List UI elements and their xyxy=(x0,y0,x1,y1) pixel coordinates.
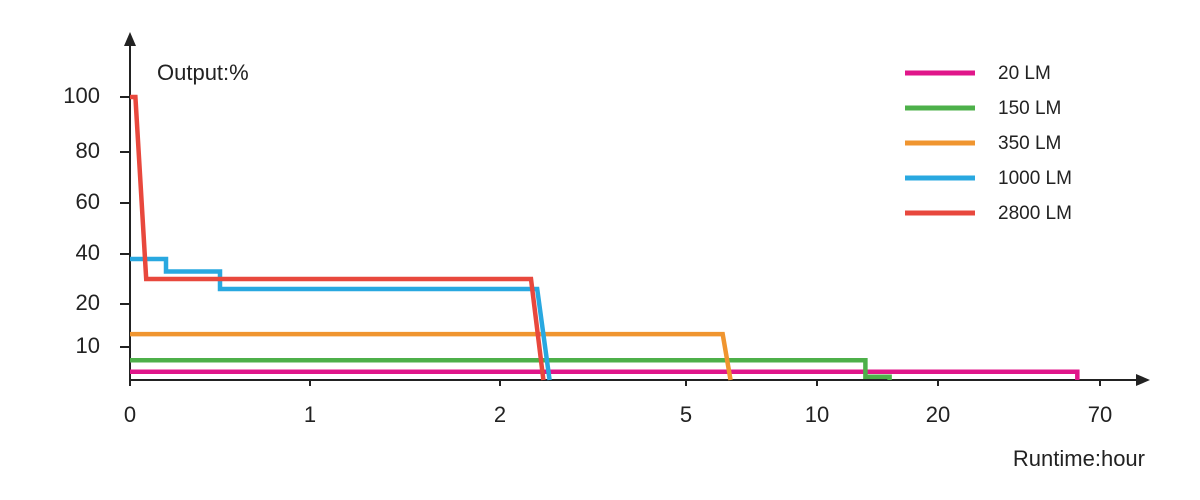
legend-label: 350 LM xyxy=(998,133,1061,154)
x-tick-label: 20 xyxy=(926,402,950,427)
x-tick-label: 10 xyxy=(805,402,829,427)
legend-label: 20 LM xyxy=(998,63,1051,84)
series-line xyxy=(130,369,1080,380)
series-line xyxy=(130,256,552,381)
x-tick-label: 2 xyxy=(494,402,506,427)
y-tick-label: 20 xyxy=(76,290,100,315)
x-axis-label: Runtime:hour xyxy=(1013,446,1145,471)
x-tick-label: 1 xyxy=(304,402,316,427)
x-tick-label: 70 xyxy=(1088,402,1112,427)
legend-label: 2800 LM xyxy=(998,203,1072,224)
y-tick-label: 60 xyxy=(76,189,100,214)
y-tick-label: 40 xyxy=(76,240,100,265)
y-axis-label: Output:% xyxy=(157,60,249,85)
y-tick-label: 10 xyxy=(76,333,100,358)
series-line xyxy=(130,94,546,381)
legend-label: 150 LM xyxy=(998,98,1061,119)
y-tick-label: 80 xyxy=(76,138,100,163)
legend-label: 1000 LM xyxy=(998,168,1072,189)
series-line xyxy=(130,331,733,381)
x-tick-label: 5 xyxy=(680,402,692,427)
y-tick-label: 100 xyxy=(63,83,100,108)
series-line xyxy=(130,357,892,380)
x-axis-arrow xyxy=(1136,374,1150,386)
y-axis-arrow xyxy=(124,32,136,46)
x-tick-label: 0 xyxy=(124,402,136,427)
